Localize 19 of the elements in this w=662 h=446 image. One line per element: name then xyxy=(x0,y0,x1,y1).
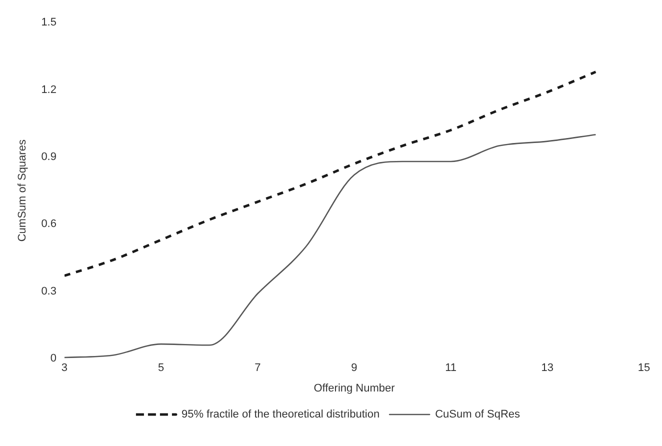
legend-label: 95% fractile of the theoretical distribution xyxy=(181,408,380,421)
x-tick-label: 15 xyxy=(638,362,650,374)
x-tick-label: 13 xyxy=(541,362,554,374)
y-tick-label: 0.6 xyxy=(41,218,56,230)
legend-label: CuSum of SqRes xyxy=(435,408,521,421)
x-tick-label: 9 xyxy=(351,362,358,374)
x-tick-label: 3 xyxy=(61,362,68,374)
y-axis-title: CumSum of Squares xyxy=(16,139,29,242)
x-tick-label: 7 xyxy=(254,362,261,374)
y-tick-label: 1.5 xyxy=(41,16,56,29)
y-tick-label: 0.3 xyxy=(41,285,56,298)
y-tick-label: 0.9 xyxy=(41,151,56,164)
x-tick-label: 5 xyxy=(158,362,164,374)
x-tick-label: 11 xyxy=(445,362,457,374)
line-series xyxy=(64,134,596,358)
line-series xyxy=(64,70,597,277)
y-tick-label: 0 xyxy=(50,352,56,365)
y-tick-label: 1.2 xyxy=(41,84,56,96)
x-axis-title: Offering Number xyxy=(314,382,396,394)
